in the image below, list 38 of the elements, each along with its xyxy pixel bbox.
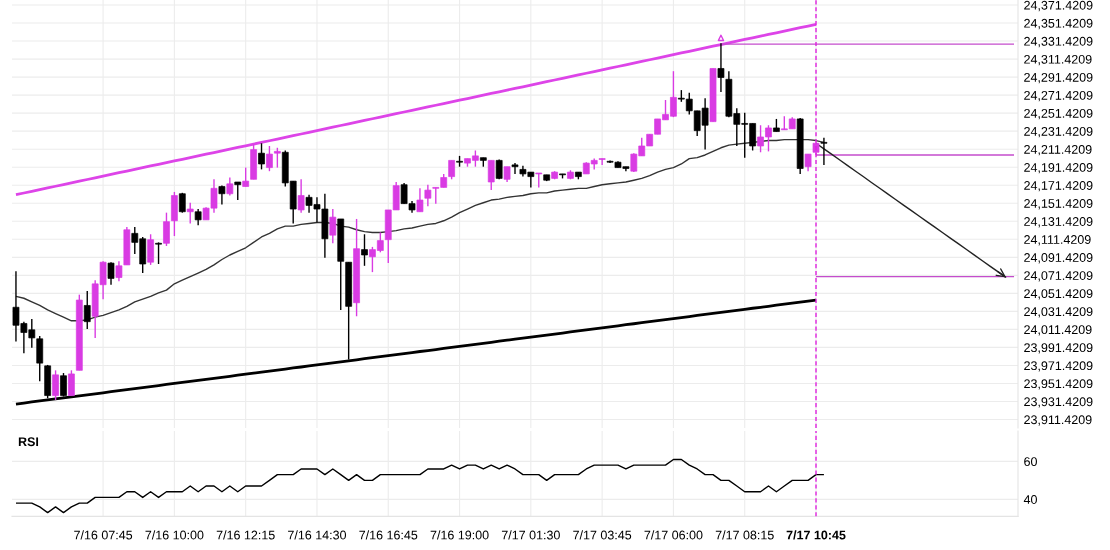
x-tick-label: 7/16 19:00 [430,530,489,540]
x-tick-label: 7/16 12:15 [216,530,275,540]
y-tick-label: 24,011.4209 [1024,325,1092,336]
y-tick-label: 24,371.4209 [1024,0,1093,12]
y-tick-label: 23,911.4209 [1024,415,1092,426]
y-tick-label: 24,291.4209 [1024,72,1093,84]
y-tick-label: 60 [1024,457,1037,467]
x-tick-label: 7/16 16:45 [359,530,418,540]
chart-title: RSI [18,437,39,447]
y-tick-label: 24,131.4209 [1024,217,1093,228]
y-tick-label: 23,991.4209 [1024,343,1093,354]
y-tick-label: 24,331.4209 [1024,36,1093,48]
x-tick-label: 7/16 07:45 [74,530,133,540]
y-tick-label: 23,931.4209 [1024,397,1093,408]
y-tick-label: 24,071.4209 [1024,271,1093,282]
x-tick-label: 7/16 10:00 [145,530,204,540]
x-tick-label: 7/17 03:45 [573,530,632,540]
y-tick-label: 24,351.4209 [1024,18,1093,30]
y-tick-label: 24,211.4209 [1024,145,1092,156]
y-tick-label: 24,151.4209 [1024,199,1093,210]
y-tick-label: 24,251.4209 [1024,108,1093,120]
x-tick-label: 7/17 08:15 [715,530,774,540]
y-tick-label: 24,171.4209 [1024,181,1093,192]
y-tick-label: 40 [1023,495,1037,504]
y-tick-label: 24,051.4209 [1024,289,1093,300]
y-tick-label: 23,951.4209 [1024,379,1093,390]
y-tick-label: 24,031.4209 [1024,307,1093,318]
x-tick-label: 7/16 14:30 [288,530,347,540]
y-tick-label: 24,231.4209 [1024,126,1093,138]
y-tick-label: 24,111.4209 [1024,235,1091,246]
y-tick-label: 23,971.4209 [1024,361,1093,372]
x-tick-label: 7/17 10:45 [786,530,846,540]
x-tick-label: 7/17 06:00 [644,530,703,540]
y-tick-label: 24,271.4209 [1024,90,1093,102]
x-tick-label: 7/17 01:30 [501,530,560,540]
y-tick-label: 24,091.4209 [1024,253,1093,264]
y-tick-label: 24,311.4209 [1024,54,1092,66]
y-tick-label: 24,191.4209 [1024,163,1093,174]
